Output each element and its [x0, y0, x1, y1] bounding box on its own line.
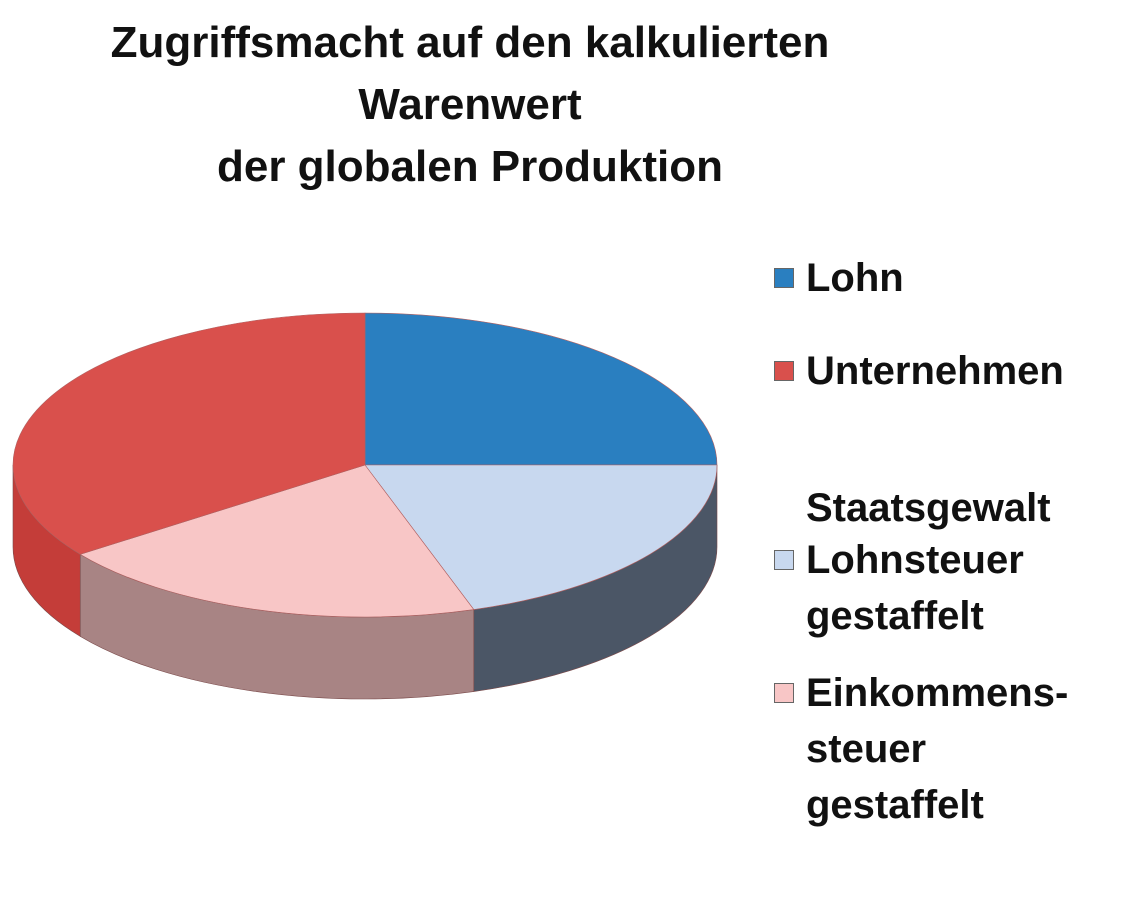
chart-title: Zugriffsmacht auf den kalkulierten Waren…: [110, 18, 830, 191]
slice: [364, 464, 718, 610]
legend-label: Einkommens- steuer gestaffelt: [806, 671, 1069, 827]
legend-label: Lohn: [806, 256, 904, 300]
legend-swatch: [774, 361, 794, 381]
legend-label: Lohnsteuer gestaffelt: [806, 538, 1024, 638]
legend-swatch: [774, 550, 794, 570]
slice: [79, 464, 475, 618]
legend-swatch: [774, 268, 794, 288]
slice: [12, 312, 366, 555]
legend-swatch: [774, 683, 794, 703]
slice: [364, 312, 718, 466]
legend-label: Unternehmen: [806, 349, 1064, 393]
legend-group-title: Staatsgewalt: [806, 486, 1051, 530]
